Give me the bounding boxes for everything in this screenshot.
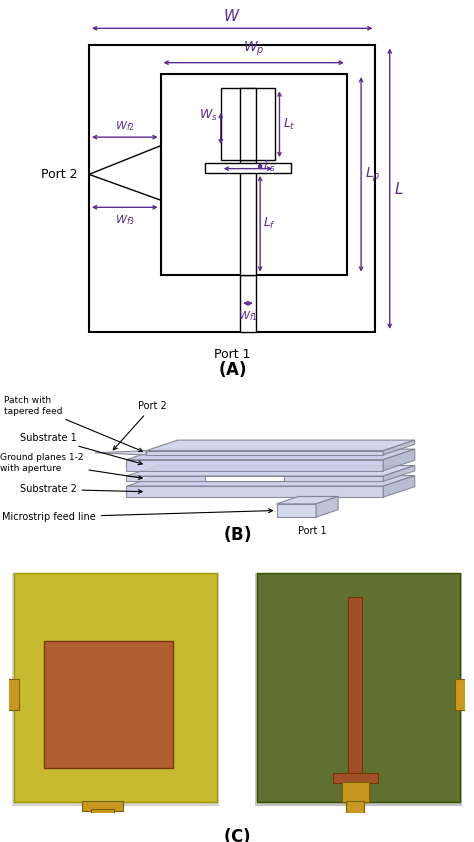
Bar — [456, 679, 469, 710]
Bar — [0, 686, 5, 706]
Text: $L_f$: $L_f$ — [263, 216, 276, 232]
Polygon shape — [127, 466, 415, 476]
Bar — [91, 809, 114, 819]
Polygon shape — [89, 146, 161, 200]
Bar — [205, 477, 284, 481]
Bar — [146, 450, 383, 455]
Text: Microstrip feed line: Microstrip feed line — [2, 509, 273, 522]
Polygon shape — [146, 440, 415, 450]
Bar — [127, 476, 383, 482]
Bar — [276, 504, 316, 517]
Bar — [333, 773, 378, 783]
Text: $\mathbf{(C)}$: $\mathbf{(C)}$ — [223, 826, 251, 842]
Bar — [205, 163, 291, 173]
Text: $W_{f2}$: $W_{f2}$ — [115, 119, 135, 133]
Text: $L_p$: $L_p$ — [365, 165, 381, 184]
Bar — [346, 801, 365, 813]
Text: Port 1: Port 1 — [214, 348, 250, 360]
Text: Substrate 2: Substrate 2 — [20, 484, 142, 494]
Polygon shape — [316, 497, 338, 517]
Text: Patch with
tapered feed: Patch with tapered feed — [4, 397, 142, 451]
Bar — [255, 573, 462, 806]
Text: $L$: $L$ — [394, 181, 404, 197]
Text: $L_t$: $L_t$ — [283, 117, 296, 132]
Bar — [240, 88, 256, 160]
Bar — [161, 74, 347, 274]
Polygon shape — [383, 449, 415, 471]
Polygon shape — [276, 497, 338, 504]
Text: Port 2: Port 2 — [41, 168, 78, 181]
Text: $W_s$: $W_s$ — [199, 108, 218, 123]
Bar — [82, 801, 123, 811]
Bar — [12, 573, 219, 806]
Bar — [221, 88, 275, 160]
Text: Ground planes 1-2
with aperture: Ground planes 1-2 with aperture — [0, 453, 142, 479]
Text: $W_{f1}$: $W_{f1}$ — [238, 309, 258, 322]
Text: $W_p$: $W_p$ — [243, 40, 264, 58]
Polygon shape — [383, 476, 415, 498]
Bar — [342, 781, 369, 802]
Text: Port 1: Port 1 — [298, 526, 327, 536]
Text: $W_{f3}$: $W_{f3}$ — [115, 213, 135, 226]
Bar — [127, 486, 383, 498]
Polygon shape — [383, 440, 415, 455]
Text: Substrate 1: Substrate 1 — [20, 433, 142, 465]
Polygon shape — [383, 466, 415, 482]
Bar — [44, 642, 173, 768]
Text: $\mathbf{(B)}$: $\mathbf{(B)}$ — [223, 524, 251, 544]
Bar — [127, 460, 383, 471]
Polygon shape — [95, 450, 146, 455]
Text: $W$: $W$ — [223, 8, 241, 24]
Polygon shape — [127, 476, 415, 486]
Bar — [465, 684, 474, 705]
Bar — [3, 679, 18, 710]
Polygon shape — [127, 449, 415, 460]
Bar — [240, 160, 256, 274]
Bar — [14, 573, 217, 802]
Text: $\mathbf{(A)}$: $\mathbf{(A)}$ — [218, 359, 246, 379]
Bar — [257, 573, 460, 802]
Bar — [240, 274, 256, 332]
Text: Port 2: Port 2 — [113, 401, 167, 450]
Bar — [89, 45, 375, 332]
Text: $L_s$: $L_s$ — [263, 159, 276, 174]
Bar — [348, 597, 362, 775]
